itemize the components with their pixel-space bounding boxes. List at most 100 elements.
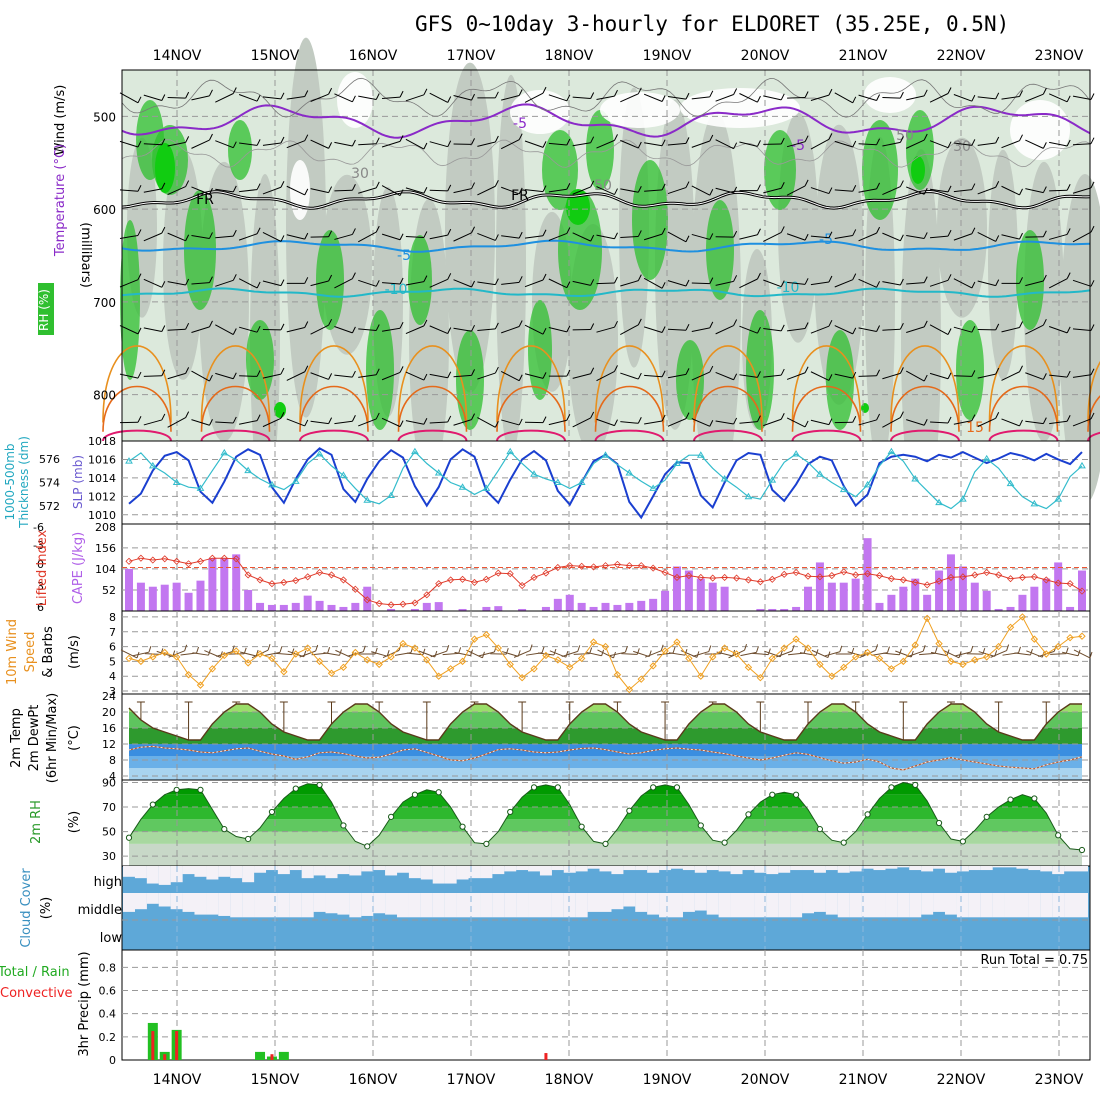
lifted-index-marker <box>375 599 383 608</box>
wind-barb <box>209 374 213 382</box>
cloud-bar-high <box>313 866 326 876</box>
wind-barb <box>382 282 401 285</box>
wind-barb <box>709 134 714 142</box>
wind-barb-10m <box>660 644 664 651</box>
thickness-marker <box>673 459 681 467</box>
lifted-index-marker <box>685 572 693 580</box>
wind-barb <box>1042 186 1047 193</box>
thickness-marker <box>125 457 133 464</box>
wind-barb <box>358 374 377 378</box>
wind-barb <box>757 140 761 147</box>
wind-barb <box>1025 420 1044 425</box>
lifted-index-marker <box>1018 573 1027 582</box>
wind-barb <box>375 137 380 144</box>
wind-barb <box>280 412 285 419</box>
wind-barb <box>929 188 949 193</box>
wind-barb-10m <box>883 652 900 656</box>
cloud-bar-high <box>956 866 969 872</box>
thickness-marker <box>839 485 848 493</box>
wind-barb <box>477 417 496 428</box>
wind-barb <box>566 369 571 377</box>
cloud-bar-high <box>944 866 957 873</box>
wind-barb <box>906 139 925 149</box>
wind-barb <box>328 142 333 149</box>
lifted-index-marker <box>232 555 240 563</box>
cloud-bar-middle <box>1004 893 1017 918</box>
wind-barb <box>971 325 976 333</box>
wind-barb <box>471 324 475 332</box>
wind-barb-10m <box>764 650 781 658</box>
cloud-bar-high <box>623 866 636 871</box>
cloud-bar-middle <box>825 893 838 915</box>
wind-barb <box>929 324 949 335</box>
temp-band-warm <box>129 712 1082 728</box>
rh-marker <box>173 786 180 793</box>
wind-speed-marker <box>208 665 217 673</box>
wind-barb <box>876 325 881 332</box>
cloud-bar-middle <box>813 893 826 912</box>
slp-tick: 1016 <box>88 453 116 466</box>
wind-barb <box>232 229 237 237</box>
wind-barb <box>262 373 282 379</box>
wind-barb-10m <box>529 644 533 651</box>
cloud-bar-middle <box>647 893 660 915</box>
wind-barb <box>566 94 571 102</box>
wind-barb <box>328 230 333 238</box>
axis-label-cloud-units: (%) <box>39 897 54 920</box>
wind-barb <box>620 139 639 149</box>
wind-barb-10m <box>624 646 628 653</box>
cloud-bar-high <box>468 866 481 879</box>
wind-barb <box>810 419 830 426</box>
cape-bar <box>494 606 503 611</box>
rh-core-green <box>566 189 590 225</box>
wind-barb <box>351 370 356 378</box>
wind-barb <box>977 417 996 428</box>
wind-speed-marker <box>661 647 669 655</box>
wind-barb <box>191 326 210 334</box>
thickness-marker <box>911 474 920 482</box>
wind-barb-10m <box>255 649 259 657</box>
rh-tick: 30 <box>102 850 116 863</box>
wind-barb <box>381 140 401 148</box>
wind-barb <box>1042 417 1047 424</box>
wind-barb <box>328 274 333 282</box>
wind-speed-marker <box>804 644 812 652</box>
lifted-index-marker <box>566 562 574 570</box>
wind-barb <box>596 418 615 427</box>
wind-barb <box>286 371 305 381</box>
wind-barb <box>548 94 568 102</box>
temp-tick: 4 <box>109 770 116 783</box>
wind-barb <box>572 232 591 242</box>
cape-bar <box>172 582 181 611</box>
wind-barb <box>953 189 972 193</box>
wind-barb <box>143 327 162 333</box>
wind-barb <box>977 142 996 146</box>
wind-barb <box>304 232 309 240</box>
wind-barb-10m <box>887 646 890 653</box>
rh-band-green <box>764 130 796 210</box>
cloud-bar-high <box>182 866 195 875</box>
wind-barb <box>399 321 404 329</box>
wind-barb-10m <box>1061 651 1079 657</box>
wind-barb <box>381 371 401 381</box>
wind-barb <box>709 321 714 329</box>
cloud-bar-high <box>933 866 946 869</box>
wind-barb <box>1049 141 1068 147</box>
wind-barb <box>1066 415 1071 422</box>
wind-speed-marker <box>435 672 443 680</box>
temp-contour-20 <box>102 385 1100 432</box>
cape-bar <box>958 566 967 611</box>
wind-barb-10m <box>1014 652 1031 656</box>
wind-barb <box>518 320 523 327</box>
wind-barb <box>995 367 1000 375</box>
wind-barb <box>423 88 428 96</box>
wind-barb <box>501 326 520 334</box>
wind-barb <box>1025 372 1044 380</box>
li-tick: -6 <box>33 521 44 534</box>
wind-barb <box>614 232 618 240</box>
thickness-marker <box>744 492 753 500</box>
wind-barb <box>334 374 353 378</box>
cloud-bar-high <box>254 866 267 873</box>
wind-barb <box>358 95 377 100</box>
wind-barb <box>310 372 329 380</box>
